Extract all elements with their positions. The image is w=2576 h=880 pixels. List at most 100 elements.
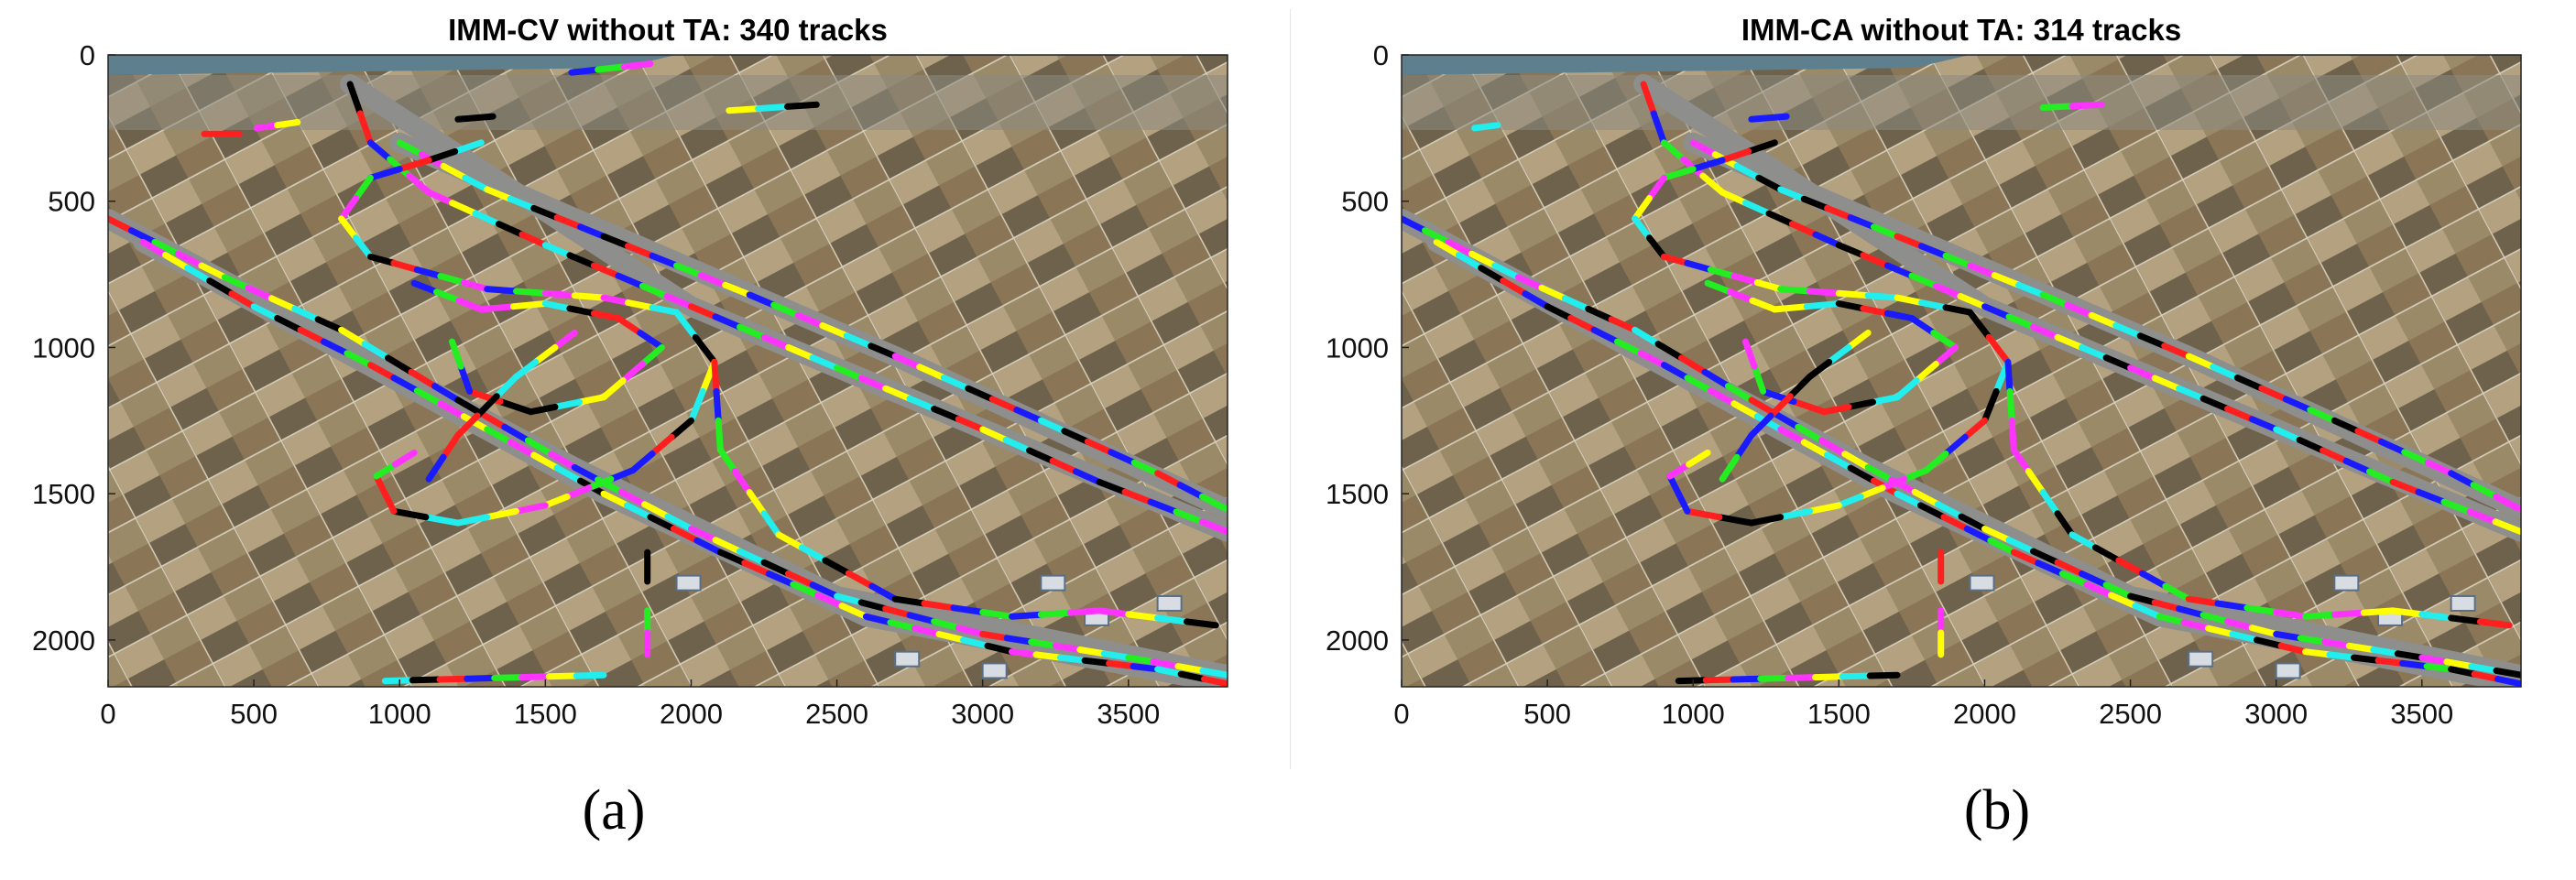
track-segment <box>1894 377 1920 401</box>
track-segment <box>955 625 987 637</box>
track-segment <box>484 186 514 202</box>
track-segment <box>2418 654 2450 666</box>
track-segment <box>1125 611 1162 622</box>
chart-imm-ca: 0 500 1000 1500 2000 2500 3000 3500 0 500 1000 1500… <box>1326 13 2522 730</box>
track-segment <box>454 412 481 439</box>
track-segment <box>965 385 996 403</box>
track-segment <box>460 279 491 293</box>
track-segment <box>2180 619 2211 632</box>
track-segment <box>715 417 724 453</box>
x-tick-label: 1000 <box>368 698 431 730</box>
track-segment <box>2468 663 2500 674</box>
track-segment <box>2370 646 2401 657</box>
track-segment <box>2277 642 2309 656</box>
track-segment <box>1009 648 1040 658</box>
panel-b: 0 500 1000 1500 2000 2500 3000 3500 0 500 1000 1500… <box>1293 0 2576 880</box>
track-segment <box>507 439 538 459</box>
track-segment <box>1678 354 1708 375</box>
track-segment <box>1777 286 1813 295</box>
track-segment <box>396 139 425 158</box>
track-segment <box>501 423 531 444</box>
track-segment <box>2008 417 2017 453</box>
track-segment <box>2302 611 2338 620</box>
track-segment <box>834 364 865 382</box>
track-segment <box>1806 288 1842 297</box>
track-segment <box>1660 253 1691 266</box>
track-segment <box>477 303 517 313</box>
track-segment <box>1561 295 1592 312</box>
building <box>894 650 921 668</box>
track-segment <box>571 292 607 301</box>
track-segment <box>548 451 578 471</box>
track-segment <box>2068 101 2105 110</box>
track-segment <box>770 301 802 319</box>
track-segment <box>868 582 899 603</box>
track-segment <box>688 387 706 424</box>
track-segment <box>1911 488 1941 508</box>
track-segment <box>625 299 656 311</box>
track-segment <box>2030 323 2061 341</box>
track-segment <box>576 394 607 406</box>
y-tick-label: 2000 <box>1326 625 1389 657</box>
track-segment <box>822 557 852 577</box>
track-segment <box>1174 663 1206 674</box>
track-segment <box>1835 289 1872 299</box>
track-segment <box>128 227 158 245</box>
track-segment <box>1073 468 1103 485</box>
track-segment <box>2058 570 2090 588</box>
track-segment <box>882 605 913 619</box>
track-segment <box>1894 233 1925 250</box>
track-segment <box>1491 262 1522 281</box>
track-segment <box>1684 507 1723 521</box>
x-tick-label: 2500 <box>805 698 868 730</box>
track-segment <box>2161 342 2192 360</box>
track-segment <box>1654 341 1685 362</box>
track-segment <box>2448 614 2483 625</box>
track-segment <box>1660 166 1697 181</box>
track-segment <box>1733 162 1763 181</box>
track-segment <box>988 396 1021 414</box>
track-segment <box>1177 670 1207 682</box>
track-segment <box>1154 614 1190 625</box>
building <box>1969 574 1995 592</box>
track-segment <box>1745 139 1778 155</box>
track-segment <box>1478 265 1507 285</box>
panel-divider <box>1290 9 1291 769</box>
track-segment <box>785 570 816 589</box>
track-segment <box>2415 488 2448 505</box>
track-segment <box>1894 294 1925 306</box>
track-segment <box>1820 403 1852 416</box>
track-segment <box>2102 354 2134 372</box>
track-segment <box>1637 350 1667 369</box>
track-segment <box>649 252 680 269</box>
track-segment <box>1785 674 1818 681</box>
track-segment <box>464 674 498 682</box>
track-segment <box>637 330 666 351</box>
track-segment <box>366 166 403 181</box>
track-segment <box>1812 673 1846 681</box>
track-segment <box>931 406 962 423</box>
track-segment <box>1632 215 1653 242</box>
y-tick-label: 500 <box>1341 186 1389 218</box>
track-segment <box>590 262 622 279</box>
track-segment <box>437 273 467 286</box>
track-segment <box>245 284 275 302</box>
track-segment <box>314 316 345 333</box>
track-segment <box>664 513 694 532</box>
track-segment <box>1471 122 1501 132</box>
track-segment <box>2068 531 2099 551</box>
track-segment <box>425 147 459 164</box>
track-segment <box>484 286 519 295</box>
track-segment <box>2273 426 2303 443</box>
track-segment <box>673 309 699 341</box>
track-segment <box>1081 657 1113 667</box>
track-segment <box>385 354 415 375</box>
track-segment <box>2064 301 2095 319</box>
track-segment <box>198 262 228 281</box>
track-segment <box>1918 243 1949 259</box>
track-segment <box>1963 526 1994 544</box>
track-segment <box>422 514 462 527</box>
track-segment <box>1660 139 1687 163</box>
track-segment <box>577 223 607 240</box>
track-segment <box>649 433 675 457</box>
